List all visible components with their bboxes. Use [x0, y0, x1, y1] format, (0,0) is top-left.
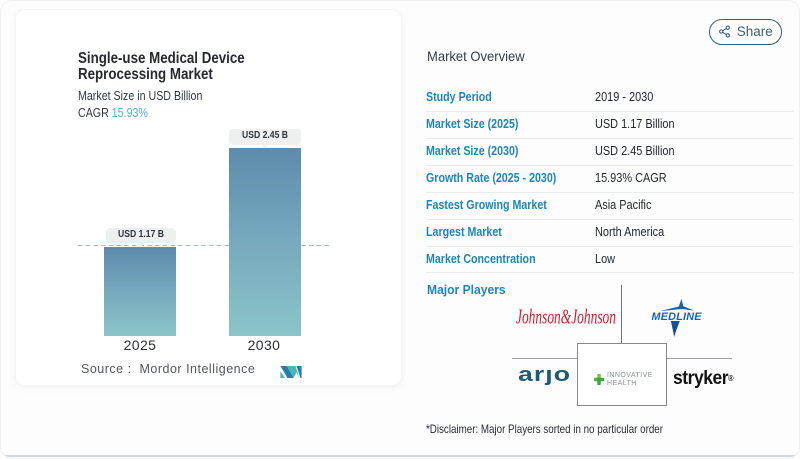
- svg-text:MEDLINE: MEDLINE: [652, 311, 703, 323]
- svg-text:Johnson&Johnson: Johnson&Johnson: [516, 305, 616, 329]
